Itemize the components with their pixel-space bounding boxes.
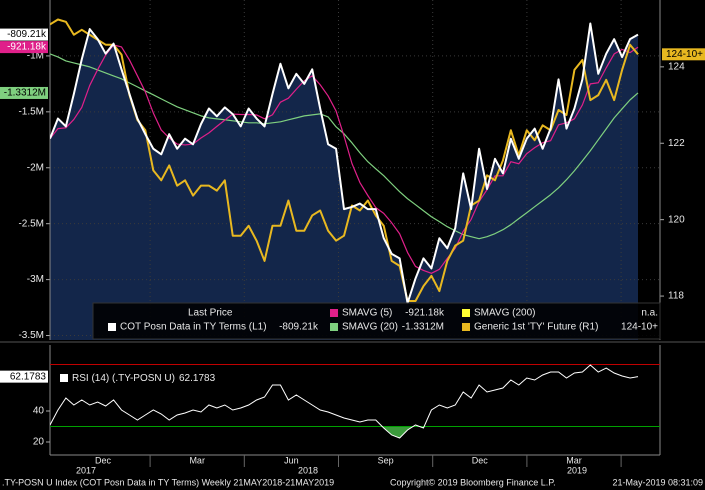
footer-left: .TY-POSN U Index (COT Posn Data in TY Te…	[2, 477, 334, 487]
legend-swatch	[60, 374, 68, 382]
series-line	[50, 18, 639, 303]
legend-value: 124-10+	[621, 322, 658, 333]
legend-label: SMAVG (20)	[342, 322, 398, 333]
x-tick-label: Mar	[189, 455, 205, 465]
last-value-label: -921.18k	[7, 42, 47, 53]
y-tick-label: -2M	[27, 162, 44, 173]
x-tick-label: Sep	[378, 455, 394, 465]
last-value-label: -1.3312M	[4, 88, 46, 99]
last-value-box	[662, 48, 705, 61]
series-line	[50, 53, 639, 240]
y2-tick-label: 120	[668, 214, 685, 225]
legend-label: RSI (14) (.TY-POSN U)	[72, 373, 175, 384]
x-tick-label: Dec	[95, 455, 112, 465]
legend-label: Generic 1st 'TY' Future (R1)	[474, 322, 598, 333]
legend-value: -1.3312M	[402, 322, 444, 333]
x-tick-label: Mar	[566, 455, 582, 465]
y2-tick-label: 118	[668, 291, 684, 302]
price-panel: -1M -1.5M -2M -2.5M -3M -3.5M 118 120 122 124 -809…	[0, 0, 705, 341]
y-tick-label: -3.5M	[18, 330, 44, 341]
x-year-label: 2019	[567, 465, 587, 475]
y2-tick-label: 122	[668, 138, 685, 149]
x-tick-label: Jun	[284, 455, 299, 465]
rsi-panel: 20 40 62.1783 RSI (14) (.TY-POSN U) 62.1783	[0, 345, 661, 455]
x-year-label: 2018	[298, 465, 318, 475]
last-value-label: 124-10+	[666, 49, 703, 60]
y-tick-label: 40	[33, 406, 45, 417]
x-tick-label: Dec	[472, 455, 489, 465]
footer-right: 21-May-2019 08:31:09	[612, 477, 703, 487]
legend-label: SMAVG (5)	[342, 308, 392, 319]
last-value-label: -809.21k	[7, 29, 47, 40]
rsi-line	[50, 364, 639, 439]
last-value-box	[0, 370, 48, 383]
footer: .TY-POSN U Index (COT Posn Data in TY Te…	[2, 477, 703, 487]
last-value-box	[0, 41, 48, 54]
legend-label: COT Posn Data in TY Terms (L1)	[120, 322, 267, 333]
last-value-label: 62.1783	[10, 371, 47, 382]
legend-swatch	[108, 323, 116, 331]
legend-swatch	[462, 323, 470, 331]
rsi-legend: RSI (14) (.TY-POSN U) 62.1783	[72, 373, 216, 384]
legend-swatch	[330, 309, 338, 317]
y-tick-label: -2.5M	[18, 218, 44, 229]
legend-value: -921.18k	[405, 308, 445, 319]
legend-box	[92, 302, 661, 340]
y-tick-label: 20	[33, 437, 45, 448]
y2-tick-label: 124	[668, 61, 685, 72]
legend-value: n.a.	[641, 308, 658, 319]
legend-value: 62.1783	[179, 373, 216, 384]
legend: Last Price COT Posn Data in TY Terms (L1)…	[92, 302, 661, 340]
legend-value: -809.21k	[279, 322, 319, 333]
legend-label: SMAVG (200)	[474, 308, 536, 319]
y-tick-label: -1M	[27, 51, 44, 62]
area-fill	[50, 23, 638, 340]
legend-swatch	[330, 323, 338, 331]
x-year-label: 2017	[76, 465, 96, 475]
y-tick-label: -3M	[27, 274, 44, 285]
last-value-box	[0, 86, 48, 99]
footer-center: Copyright© 2019 Bloomberg Finance L.P.	[390, 477, 556, 487]
y-tick-label: -1.5M	[18, 106, 44, 117]
legend-header: Last Price	[188, 308, 233, 319]
last-value-box	[0, 28, 48, 41]
legend-swatch	[462, 309, 470, 317]
x-axis: Dec Mar Jun Sep Dec Mar 2017 2018 2019	[50, 454, 660, 475]
series-line	[50, 22, 639, 305]
